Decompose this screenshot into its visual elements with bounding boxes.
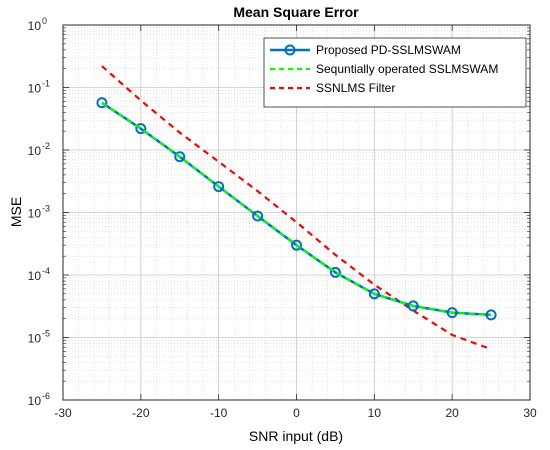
series-1 xyxy=(101,101,492,316)
data-point xyxy=(291,239,302,251)
y-tick-label: 10 xyxy=(28,19,42,33)
data-point xyxy=(135,123,147,135)
legend-label: Proposed PD-SSLMSWAM xyxy=(316,43,461,57)
legend-entry: Sequntially operated SSLMSWAM xyxy=(270,62,498,76)
y-tick-exponent: -4 xyxy=(42,266,50,276)
legend: Proposed PD-SSLMSWAM Sequntially operated… xyxy=(263,37,527,108)
series-line xyxy=(101,101,492,316)
data-point xyxy=(407,300,419,312)
data-point xyxy=(446,307,458,319)
data-point xyxy=(485,309,497,321)
series-layer xyxy=(96,65,497,351)
chart-title: Mean Square Error xyxy=(233,4,359,20)
y-tick-exponent: 0 xyxy=(42,16,47,26)
y-tick-label: 10 xyxy=(28,394,42,408)
y-tick-label: 10 xyxy=(28,207,42,221)
y-axis-label: MSE xyxy=(8,197,24,227)
y-tick-label: 10 xyxy=(28,269,42,283)
ticks xyxy=(62,24,531,401)
legend-entry: SSNLMS Filter xyxy=(270,81,395,95)
series-2 xyxy=(101,65,492,351)
y-tick-exponent: -3 xyxy=(42,204,50,214)
y-tick-exponent: -6 xyxy=(42,391,50,401)
grid xyxy=(62,24,531,401)
legend-label: Sequntially operated SSLMSWAM xyxy=(316,62,498,76)
series-line xyxy=(101,65,492,351)
x-tick-label: -10 xyxy=(210,406,228,420)
x-tick-label: 0 xyxy=(293,406,300,420)
data-point xyxy=(213,181,225,193)
data-point xyxy=(329,266,341,278)
legend-marker xyxy=(284,44,296,56)
data-point xyxy=(174,151,186,163)
y-tick-exponent: -1 xyxy=(42,79,50,89)
y-tick-label: 10 xyxy=(28,332,42,346)
data-point xyxy=(368,288,380,300)
tick-labels: 10-610-510-410-310-210-110 0-30 -20 -10 0 10 2… xyxy=(28,16,537,420)
x-tick-label: -30 xyxy=(54,406,72,420)
data-point xyxy=(96,97,108,109)
x-tick-label: 10 xyxy=(368,406,382,420)
x-tick-label: 20 xyxy=(445,406,459,420)
legend-entry: Proposed PD-SSLMSWAM xyxy=(270,43,461,57)
y-tick-exponent: -5 xyxy=(42,329,50,339)
y-tick-exponent: -2 xyxy=(42,141,50,151)
legend-label: SSNLMS Filter xyxy=(316,81,395,95)
x-axis-label: SNR input (dB) xyxy=(249,428,343,444)
y-tick-label: 10 xyxy=(28,82,42,96)
y-tick-label: 10 xyxy=(28,144,42,158)
x-tick-label: -20 xyxy=(132,406,150,420)
data-point xyxy=(252,210,264,222)
x-tick-label: 30 xyxy=(523,406,537,420)
